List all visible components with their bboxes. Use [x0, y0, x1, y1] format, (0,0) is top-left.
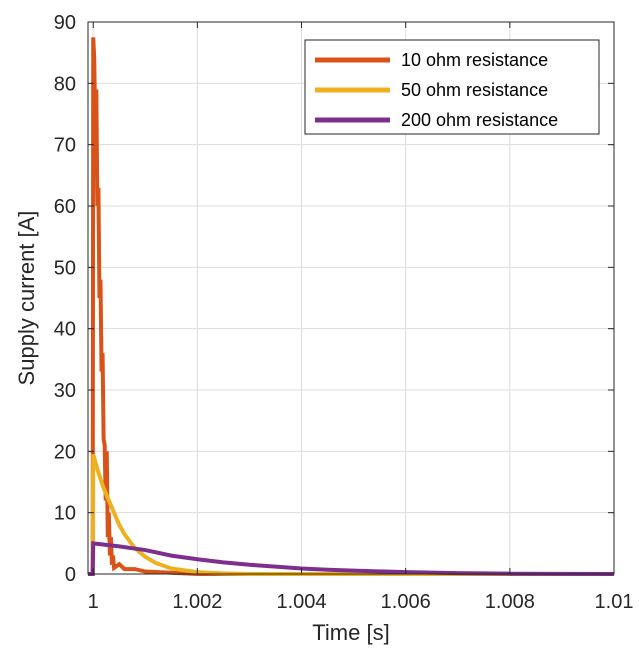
y-tick-label: 20 [54, 441, 76, 463]
ticks: 1 1.002 1.004 1.006 1.008 1.01 0 10 20 30 40 50 60 70… [54, 12, 634, 613]
x-tick-label: 1.006 [381, 591, 431, 613]
y-axis-label: Supply current [A] [14, 211, 39, 386]
y-tick-label: 10 [54, 503, 76, 525]
series-line-2 [88, 453, 614, 576]
y-tick-label: 40 [54, 319, 76, 341]
legend-label-2: 50 ohm resistance [401, 80, 548, 100]
x-axis-label: Time [s] [312, 620, 389, 645]
y-tick-label: 90 [54, 12, 76, 34]
x-tick-label: 1.002 [172, 591, 222, 613]
y-tick-label: 0 [65, 564, 76, 586]
series-line-3 [88, 541, 615, 576]
x-tick-label: 1.004 [276, 591, 326, 613]
y-tick-label: 80 [54, 73, 76, 95]
plot-frame [87, 21, 615, 575]
x-tick-label: 1 [88, 591, 99, 613]
series-line-1 [88, 37, 614, 576]
legend-box [304, 39, 600, 135]
x-tick-label: 1.008 [485, 591, 535, 613]
y-tick-label: 70 [54, 135, 76, 157]
series-lines [88, 37, 615, 576]
y-tick-label: 60 [54, 196, 76, 218]
legend-label-3: 200 ohm resistance [401, 110, 558, 130]
x-tick-label: 1.01 [595, 591, 634, 613]
legend: 10 ohm resistance 50 ohm resistance 200 oh… [304, 39, 600, 135]
y-tick-label: 50 [54, 257, 76, 279]
y-tick-label: 30 [54, 380, 76, 402]
legend-label-1: 10 ohm resistance [401, 50, 548, 70]
